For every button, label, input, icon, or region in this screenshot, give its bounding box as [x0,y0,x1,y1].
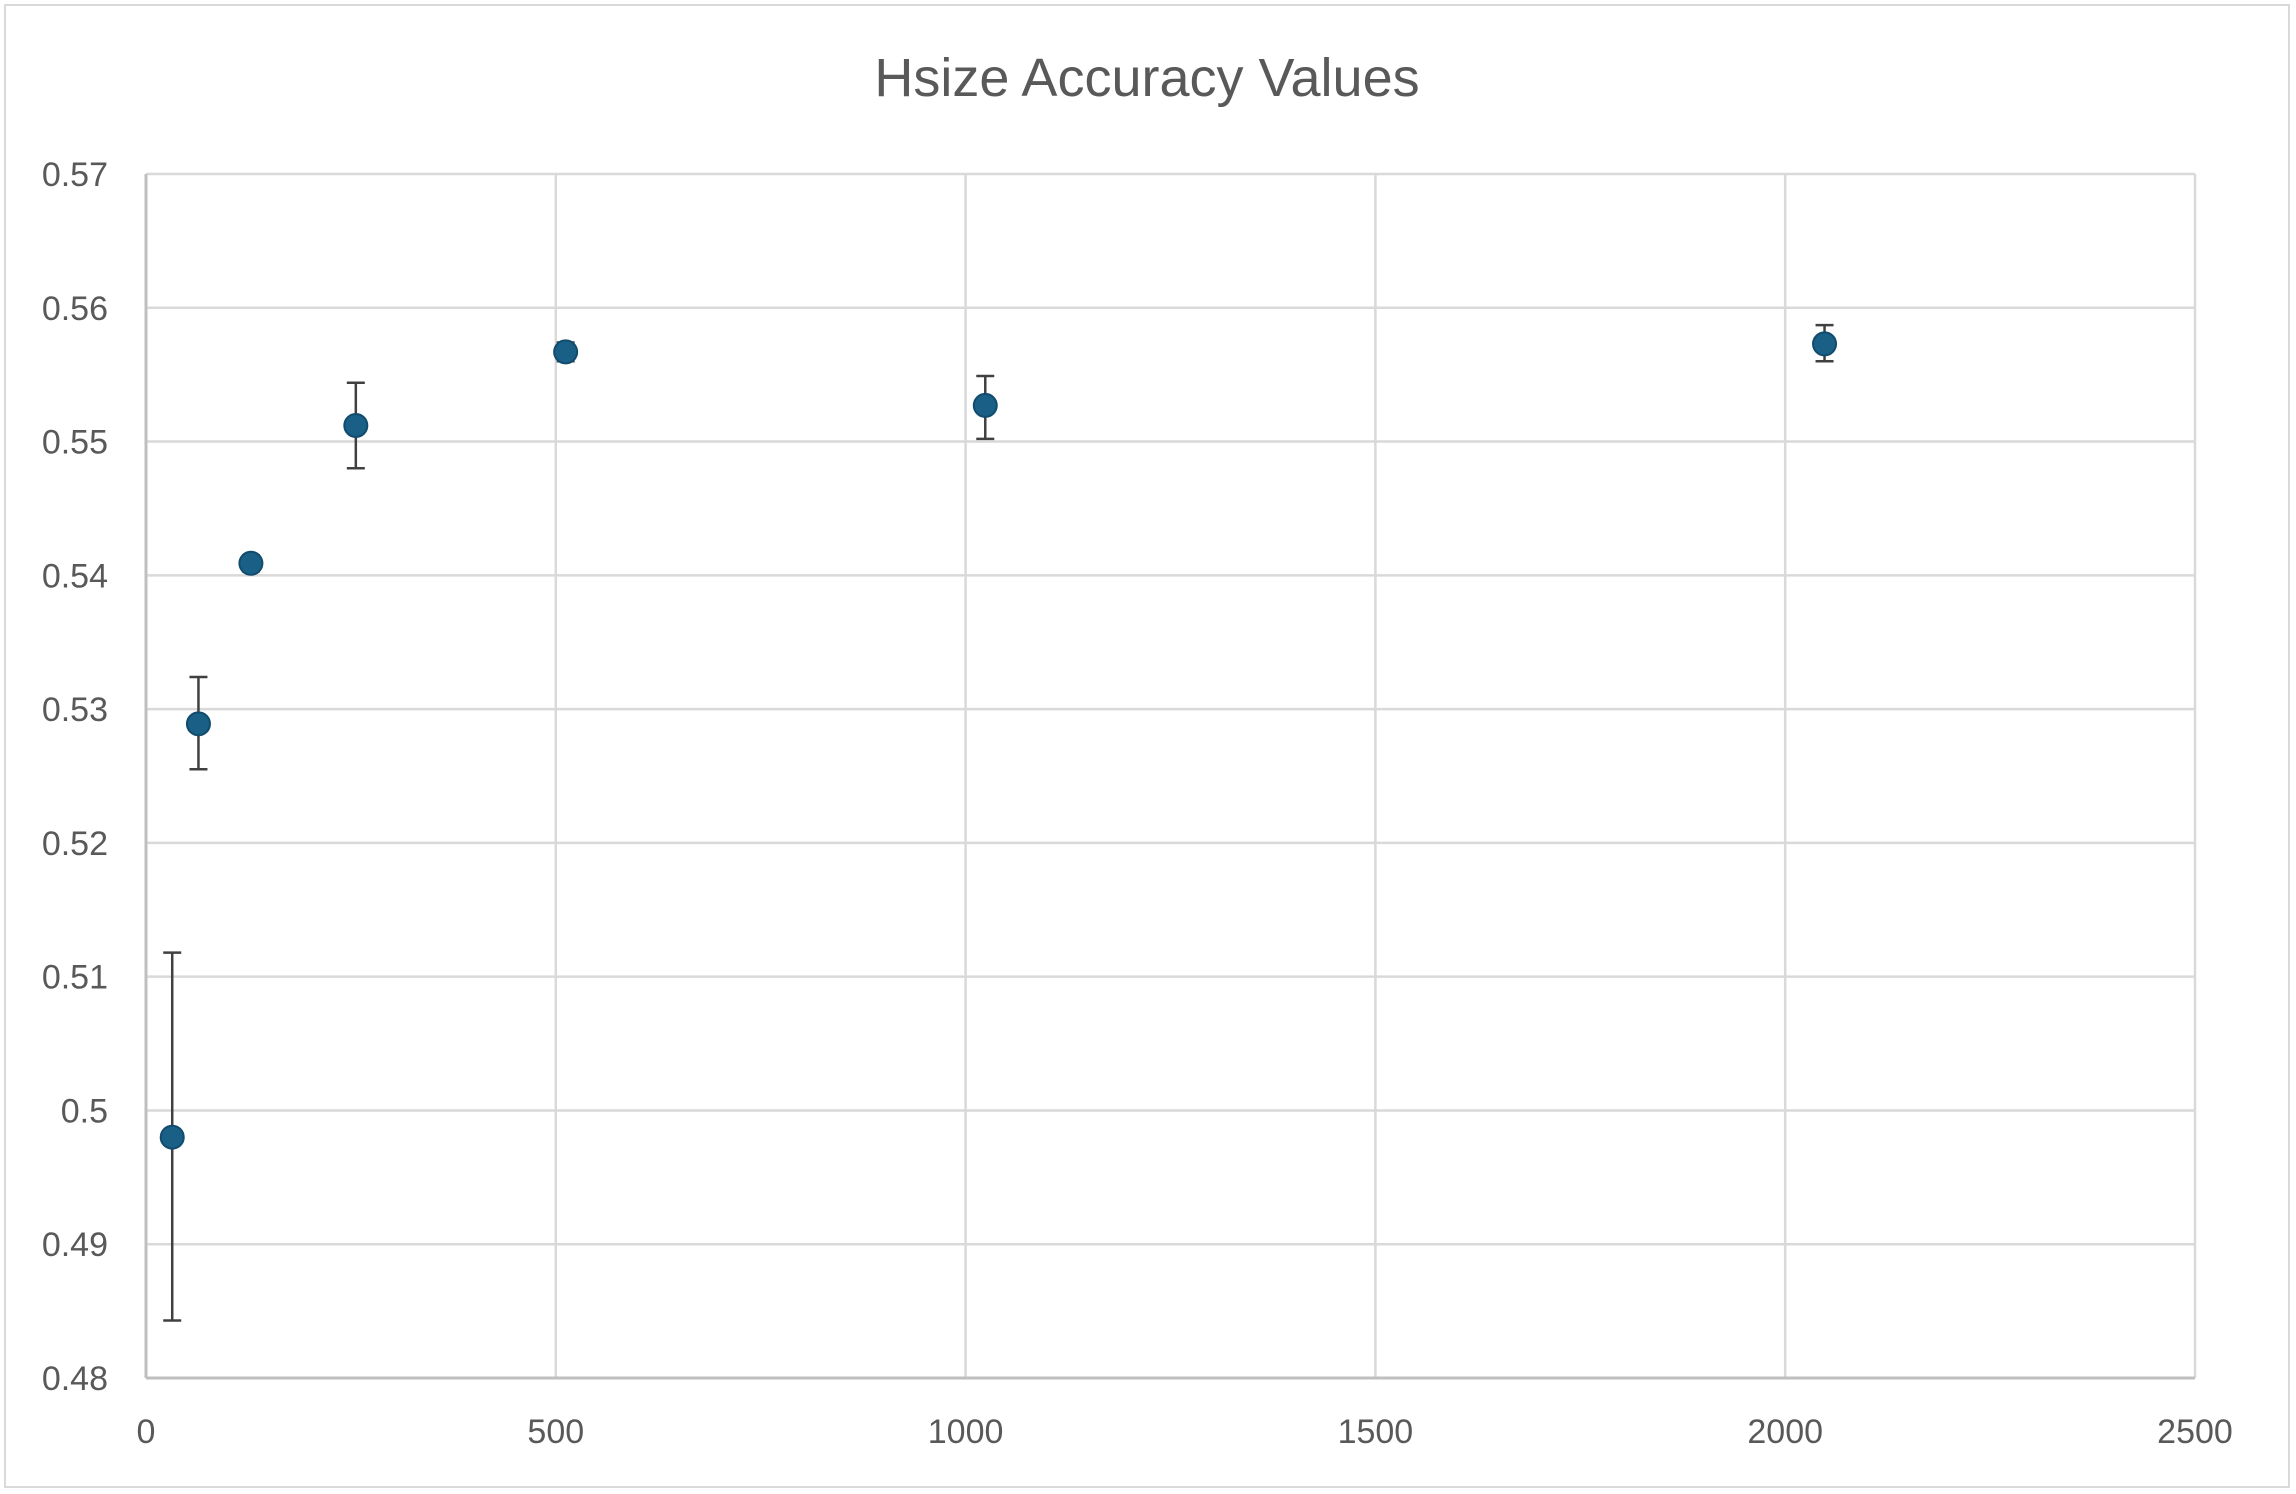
y-tick-label: 0.51 [42,959,108,997]
data-point [1812,331,1838,357]
y-tick-label: 0.48 [42,1360,108,1398]
axes [144,174,2195,1380]
y-tick-label: 0.54 [42,557,108,595]
data-point [343,413,369,439]
x-tick-label: 2500 [2157,1413,2233,1451]
data-point [185,711,211,737]
data-point [972,392,998,418]
x-tick-label: 500 [527,1413,584,1451]
chart-title: Hsize Accuracy Values [874,48,1419,108]
data-points [159,331,1838,1150]
y-tick-label: 0.52 [42,825,108,863]
y-tick-label: 0.56 [42,290,108,328]
y-tick-label: 0.57 [42,156,108,194]
x-tick-label: 1500 [1338,1413,1414,1451]
y-tick-label: 0.49 [42,1226,108,1264]
x-tick-label: 2000 [1747,1413,1823,1451]
error-bars [163,323,1834,1322]
x-tick-label: 0 [137,1413,156,1451]
x-tick-label: 1000 [928,1413,1004,1451]
tick-labels: 0.48 0.49 0.5 0.51 0.52 0.53 0.54 0.55 0.56 0.57 0… [42,156,2233,1451]
y-tick-label: 0.53 [42,691,108,729]
chart-area [4,4,2290,1488]
y-tick-label: 0.55 [42,424,108,462]
data-point [159,1124,185,1150]
data-point [238,550,264,576]
data-point [553,339,579,365]
y-tick-label: 0.5 [61,1092,108,1130]
gridlines [146,172,2197,1378]
